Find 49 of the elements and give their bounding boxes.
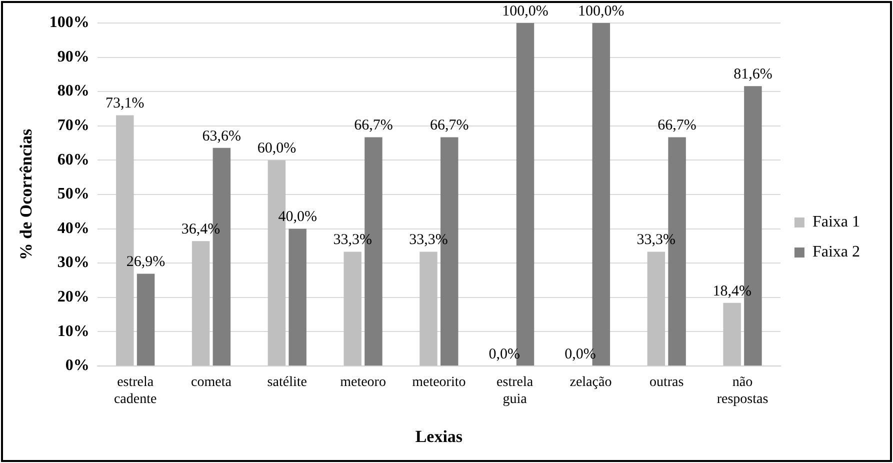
- data-label: 63,6%: [202, 128, 242, 144]
- x-tick-label: estrela cadente: [114, 375, 157, 407]
- data-label: 73,1%: [106, 96, 144, 112]
- data-label: 0,0%: [564, 346, 596, 362]
- legend-label: Faixa 1: [812, 214, 860, 231]
- bar: [647, 252, 666, 366]
- bar: [344, 252, 362, 366]
- x-tick-label: meteoro: [340, 375, 386, 390]
- bar: [192, 241, 210, 366]
- x-tick-label: meteorito: [412, 375, 466, 390]
- data-label: 60,0%: [257, 140, 296, 157]
- data-label: 33,3%: [409, 232, 448, 248]
- data-label: 36,4%: [181, 222, 220, 238]
- x-tick-label: satélite: [267, 375, 307, 390]
- data-label: 66,7%: [354, 118, 393, 134]
- x-tick-label: outras: [650, 375, 684, 390]
- y-tick-label: 80%: [57, 82, 90, 100]
- data-label: 33,3%: [333, 232, 372, 248]
- y-axis-title: % de Ocorrências: [16, 128, 36, 260]
- x-tick-label: estrela guia: [496, 375, 534, 407]
- bar: [420, 252, 438, 366]
- y-tick-label: 50%: [57, 186, 90, 203]
- legend-label: Faixa 2: [812, 244, 860, 261]
- x-axis-title: Lexias: [415, 427, 463, 446]
- y-tick-label: 70%: [57, 117, 90, 134]
- y-tick-label: 30%: [57, 254, 90, 272]
- data-label: 0,0%: [488, 346, 520, 362]
- data-label: 40,0%: [278, 209, 317, 226]
- data-label: 100,0%: [578, 3, 624, 20]
- x-tick-label: zelação: [570, 375, 612, 390]
- data-label: 18,4%: [712, 283, 752, 300]
- data-label: 100,0%: [502, 3, 548, 20]
- y-tick-label: 0%: [65, 357, 90, 374]
- bar: [288, 228, 306, 366]
- data-label: 26,9%: [126, 254, 166, 270]
- x-tick-label: não respostas: [716, 375, 768, 407]
- x-tick-label: cometa: [191, 375, 232, 390]
- data-label: 33,3%: [636, 232, 676, 248]
- bar: [723, 302, 741, 366]
- y-tick-label: 10%: [57, 322, 90, 340]
- y-tick-label: 90%: [57, 48, 90, 66]
- y-tick-label: 40%: [57, 220, 90, 237]
- data-label: 81,6%: [734, 66, 772, 83]
- bar: [136, 274, 155, 366]
- y-tick-label: 100%: [49, 14, 90, 32]
- data-label: 66,7%: [658, 118, 696, 134]
- y-tick-label: 60%: [57, 151, 90, 168]
- data-label: 66,7%: [430, 118, 469, 134]
- y-tick-label: 20%: [57, 288, 90, 306]
